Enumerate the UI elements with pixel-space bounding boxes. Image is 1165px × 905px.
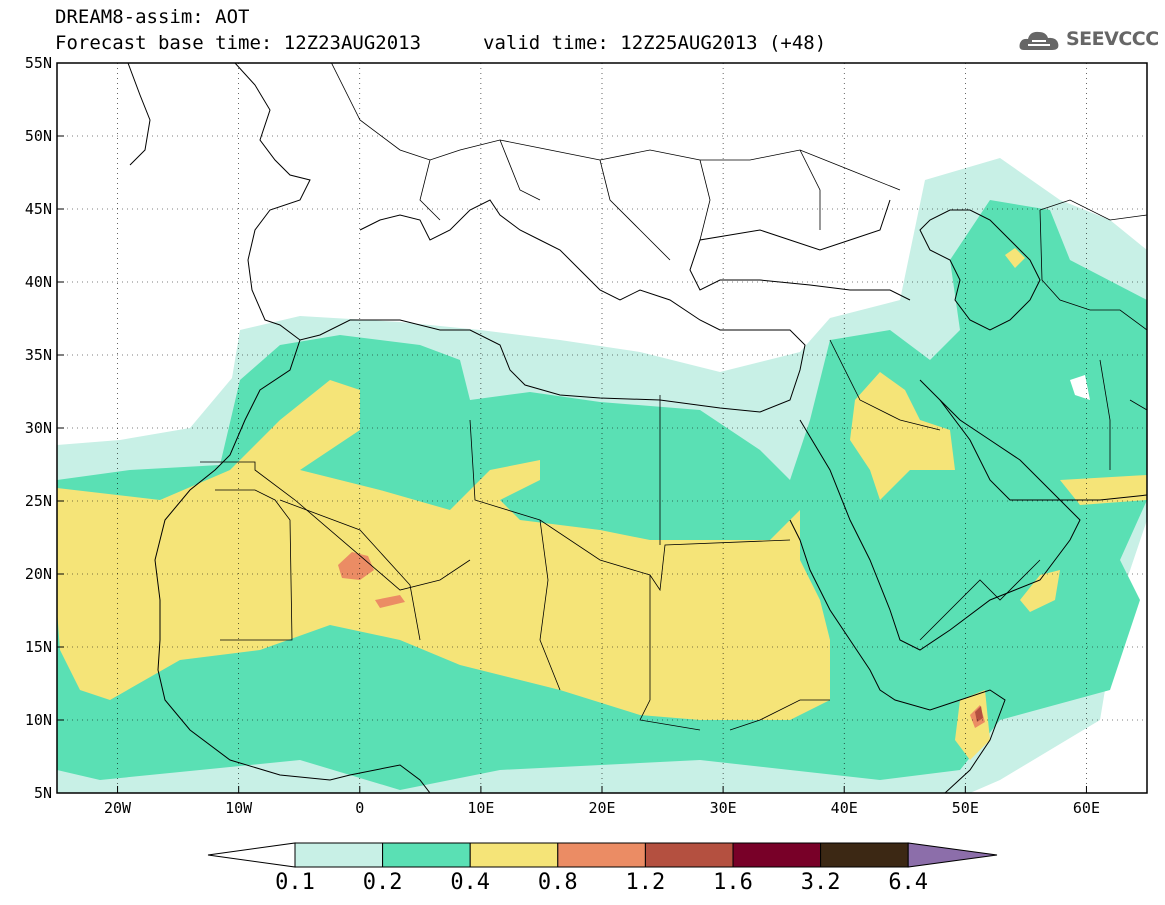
aot-band-1.2 (975, 706, 983, 722)
lat-label: 15N (25, 638, 52, 656)
lon-label: 60E (1073, 799, 1100, 817)
lat-label: 25N (25, 492, 52, 510)
lat-labels: 55N 50N 45N 40N 35N 30N 25N 20N 15N 10N 5N (25, 54, 52, 802)
lat-label: 50N (25, 127, 52, 145)
country-borders (200, 63, 1147, 731)
lat-label: 55N (25, 54, 52, 72)
aot-band-0.4 (57, 380, 830, 720)
colorbar-label: 1.2 (626, 870, 666, 895)
colorbar-over-triangle (907, 842, 998, 868)
colorbar-segment (557, 842, 646, 868)
cloud-logo-icon (1019, 31, 1059, 50)
valid-time: valid time: 12Z25AUG2013 (+48) (483, 32, 827, 54)
aot-field (57, 158, 1147, 793)
lon-label: 30E (710, 799, 737, 817)
lat-label: 45N (25, 200, 52, 218)
lat-label: 30N (25, 419, 52, 437)
colorbar-segment (294, 842, 384, 868)
colorbar (207, 842, 998, 868)
colorbar-label: 0.8 (538, 870, 578, 895)
lon-label: 50E (952, 799, 979, 817)
aot-band-0.4-arabia (850, 372, 955, 500)
aot-band-0.2 (57, 200, 1147, 790)
lat-label: 20N (25, 565, 52, 583)
colorbar-segment (382, 842, 471, 868)
logo-text: SEEVCCC (1066, 28, 1159, 50)
forecast-base-time: Forecast base time: 12Z23AUG2013 (55, 32, 422, 54)
lon-label: 20W (104, 799, 132, 817)
lat-label: 35N (25, 346, 52, 364)
colorbar-under-triangle (207, 842, 296, 868)
colorbar-segment (732, 842, 822, 868)
colorbar-label: 1.6 (713, 870, 753, 895)
colorbar-label: 0.4 (450, 870, 490, 895)
lat-label: 10N (25, 711, 52, 729)
colorbar-segment (820, 842, 909, 868)
colorbar-segment (644, 842, 734, 868)
lat-label: 40N (25, 273, 52, 291)
colorbar-labels: 0.1 0.2 0.4 0.8 1.2 1.6 3.2 6.4 (275, 870, 928, 895)
colorbar-label: 6.4 (888, 870, 928, 895)
colorbar-label: 0.1 (275, 870, 315, 895)
lon-label: 20E (588, 799, 615, 817)
lon-label: 0 (355, 799, 364, 817)
lon-label: 40E (831, 799, 858, 817)
lon-label: 10E (467, 799, 494, 817)
lon-labels: 20W 10W 0 10E 20E 30E 40E 50E 60E (104, 799, 1100, 817)
colorbar-segment (469, 842, 559, 868)
colorbar-label: 0.2 (363, 870, 403, 895)
axis-ticks (57, 62, 1087, 794)
aot-clear-patch (1070, 375, 1090, 400)
graticule (57, 63, 1147, 793)
lon-label: 10W (225, 799, 253, 817)
colorbar-label: 3.2 (801, 870, 841, 895)
aot-band-0.4-oman (1020, 570, 1060, 612)
coastlines (127, 63, 1147, 793)
lat-label: 5N (34, 784, 52, 802)
map-title: DREAM8-assim: AOT (55, 6, 250, 28)
aot-band-0.4-caspian (1005, 248, 1025, 268)
